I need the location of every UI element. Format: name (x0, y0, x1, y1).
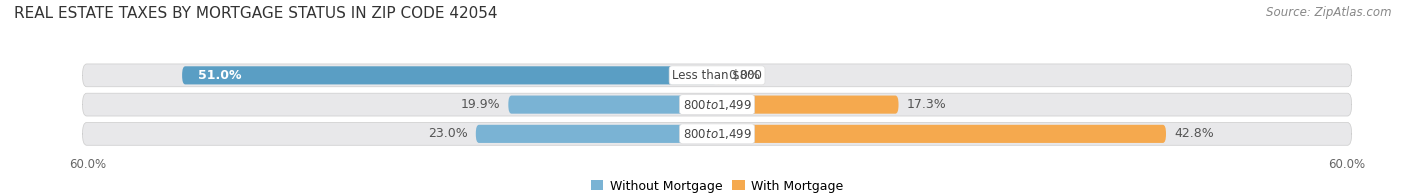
Text: 51.0%: 51.0% (198, 69, 242, 82)
Text: REAL ESTATE TAXES BY MORTGAGE STATUS IN ZIP CODE 42054: REAL ESTATE TAXES BY MORTGAGE STATUS IN … (14, 6, 498, 21)
FancyBboxPatch shape (83, 122, 1351, 145)
FancyBboxPatch shape (83, 64, 1351, 87)
Text: Less than $800: Less than $800 (672, 69, 762, 82)
FancyBboxPatch shape (475, 125, 717, 143)
Text: Source: ZipAtlas.com: Source: ZipAtlas.com (1267, 6, 1392, 19)
FancyBboxPatch shape (509, 95, 717, 114)
FancyBboxPatch shape (717, 66, 720, 84)
Text: 19.9%: 19.9% (460, 98, 501, 111)
FancyBboxPatch shape (83, 93, 1351, 116)
FancyBboxPatch shape (717, 95, 898, 114)
Text: $800 to $1,499: $800 to $1,499 (682, 127, 752, 141)
Text: $800 to $1,499: $800 to $1,499 (682, 98, 752, 112)
Text: 17.3%: 17.3% (907, 98, 946, 111)
Text: 23.0%: 23.0% (427, 127, 467, 140)
Text: 42.8%: 42.8% (1174, 127, 1215, 140)
Text: 0.0%: 0.0% (728, 69, 761, 82)
FancyBboxPatch shape (717, 125, 1166, 143)
Legend: Without Mortgage, With Mortgage: Without Mortgage, With Mortgage (586, 175, 848, 196)
FancyBboxPatch shape (183, 66, 717, 84)
